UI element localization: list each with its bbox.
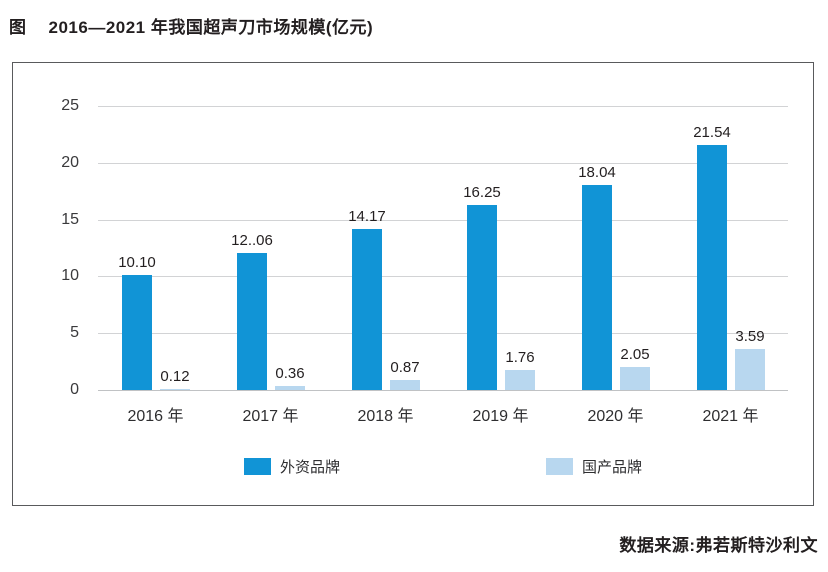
bar-value-label: 14.17 <box>348 208 386 225</box>
figure-label: 图 <box>9 18 27 37</box>
bar-value-label: 16.25 <box>463 184 501 201</box>
legend-item-foreign-brands: 外资品牌 <box>244 457 341 476</box>
y-tick-label-25: 25 <box>61 97 79 114</box>
bar-value-label: 2.05 <box>620 346 650 363</box>
gridline-y-25 <box>98 106 788 107</box>
bar-domestic-2020 <box>620 367 650 390</box>
y-tick-label-20: 20 <box>61 154 79 171</box>
data-source: 数据来源:弗若斯特沙利文 <box>619 536 818 555</box>
bar-domestic-2021 <box>735 349 765 390</box>
y-tick-label-10: 10 <box>61 267 79 284</box>
bar-value-label: 10.10 <box>118 254 156 271</box>
legend-swatch-foreign-brands <box>244 457 271 475</box>
bar-foreign-2021 <box>697 145 727 390</box>
legend-label-foreign-brands: 外资品牌 <box>280 458 341 476</box>
bar-value-label: 0.87 <box>390 359 420 376</box>
bar-value-label: 0.36 <box>275 365 305 382</box>
x-tick-label-2018: 2018 年 <box>357 408 414 425</box>
bar-value-label: 3.59 <box>735 328 765 345</box>
figure-caption: 图 2016—2021 年我国超声刀市场规模(亿元) <box>9 13 373 38</box>
x-tick-label-2017: 2017 年 <box>242 408 299 425</box>
y-tick-label-15: 15 <box>61 211 79 228</box>
bar-foreign-2020 <box>582 185 612 390</box>
bar-domestic-2017 <box>275 386 305 390</box>
bar-foreign-2017 <box>237 253 267 390</box>
gridline-y-0 <box>98 390 788 391</box>
gridline-y-5 <box>98 333 788 334</box>
bar-foreign-2016 <box>122 275 152 390</box>
bar-value-label: 21.54 <box>693 124 731 141</box>
figure-title: 2016—2021 年我国超声刀市场规模(亿元) <box>48 18 374 37</box>
gridline-y-15 <box>98 220 788 221</box>
y-tick-label-0: 0 <box>70 381 79 398</box>
bar-foreign-2018 <box>352 229 382 390</box>
bar-value-label: 1.76 <box>505 349 535 366</box>
bar-value-label: 12..06 <box>231 232 273 249</box>
bar-foreign-2019 <box>467 205 497 390</box>
gridline-y-20 <box>98 163 788 164</box>
bar-value-label: 0.12 <box>160 368 190 385</box>
x-tick-label-2020: 2020 年 <box>587 408 644 425</box>
legend-swatch-domestic-brands <box>546 457 573 475</box>
legend-label-domestic-brands: 国产品牌 <box>582 458 643 476</box>
x-tick-label-2016: 2016 年 <box>127 408 184 425</box>
gridline-y-10 <box>98 276 788 277</box>
x-tick-label-2019: 2019 年 <box>472 408 529 425</box>
plot-area: 10.10 0.12 12..06 0.36 14.17 0.87 16.25 1.76 18.… <box>98 106 788 391</box>
bar-value-label: 18.04 <box>578 164 616 181</box>
legend-item-domestic-brands: 国产品牌 <box>546 457 643 476</box>
x-tick-label-2021: 2021 年 <box>702 408 759 425</box>
chart-container: 10.10 0.12 12..06 0.36 14.17 0.87 16.25 1.76 18.… <box>12 62 814 506</box>
y-tick-label-5: 5 <box>70 324 79 341</box>
bar-domestic-2019 <box>505 370 535 390</box>
bar-domestic-2018 <box>390 380 420 390</box>
bar-domestic-2016 <box>160 389 190 390</box>
